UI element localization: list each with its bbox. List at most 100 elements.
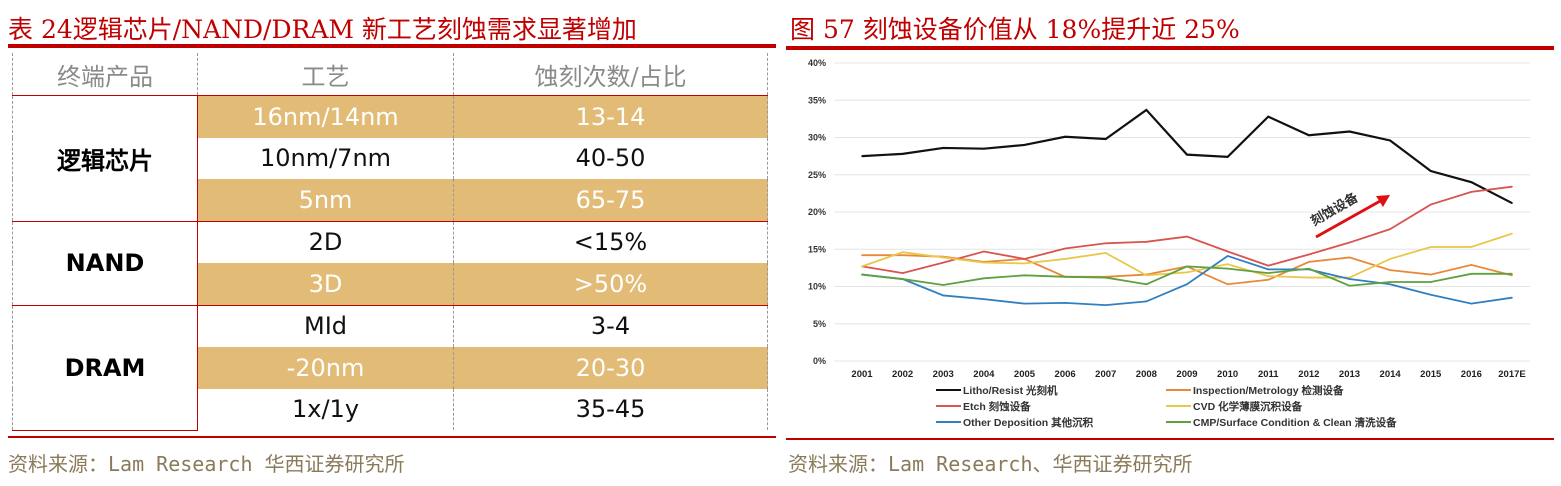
data-point: [942, 284, 945, 286]
data-point: [1186, 235, 1188, 238]
y-tick-label: 25%: [808, 170, 826, 180]
data-point: [1186, 283, 1188, 286]
data-point: [1023, 302, 1026, 305]
table-row: 1x/1y 35-45: [13, 388, 768, 430]
series-line: [861, 265, 1512, 287]
etch-count-cell: 20-30: [453, 347, 768, 389]
table-row: 逻辑芯片 16nm/14nm 13-14: [12, 95, 768, 222]
process-cell: 2D: [197, 220, 454, 263]
data-point: [1308, 276, 1310, 279]
data-point: [1145, 283, 1148, 286]
data-point: [1389, 269, 1391, 271]
etch-table: 终端产品 工艺 蚀刻次数/占比 逻辑芯片 16nm/14nm 13-14 10nm/7nm 4…: [12, 53, 768, 431]
product-cell: 逻辑芯片: [12, 95, 198, 222]
data-point: [1145, 109, 1148, 111]
data-point: [861, 265, 863, 268]
arrow-head-icon: [1376, 195, 1390, 207]
data-point: [1470, 302, 1473, 305]
data-point: [1511, 274, 1513, 277]
data-point: [942, 261, 945, 264]
table-row: NAND 2D <15%: [12, 220, 768, 306]
data-point: [983, 277, 985, 280]
data-point: [983, 147, 985, 150]
data-point: [901, 254, 904, 257]
y-tick-label: 10%: [808, 282, 826, 292]
data-point: [1226, 267, 1229, 270]
y-tick-label: 40%: [808, 58, 826, 68]
process-cell: 3D: [197, 263, 454, 305]
data-point: [1429, 203, 1432, 206]
x-tick-label: 2013: [1339, 369, 1360, 380]
data-point: [1023, 258, 1026, 260]
x-tick-label: 2015: [1420, 369, 1442, 380]
data-point: [1470, 264, 1473, 266]
process-cell: 1x/1y: [197, 388, 454, 430]
data-point: [1429, 246, 1432, 248]
header-row: 终端产品 工艺 蚀刻次数/占比: [12, 53, 768, 96]
table-row: 10nm/7nm 40-50: [13, 137, 768, 179]
chart-top-rule: [786, 46, 1554, 50]
y-tick-label: 30%: [808, 133, 826, 143]
data-point: [1145, 274, 1148, 277]
legend-label: Litho/Resist 光刻机: [963, 384, 1058, 397]
x-tick-label: 2003: [933, 369, 954, 380]
x-tick-label: 2001: [851, 369, 873, 380]
data-point: [1348, 284, 1351, 287]
data-point: [1267, 115, 1270, 118]
data-point: [1064, 302, 1066, 304]
data-point: [1145, 300, 1148, 303]
x-tick-label: 2007: [1095, 369, 1116, 380]
table-row: 3D >50%: [13, 263, 768, 305]
y-tick-label: 5%: [813, 319, 826, 329]
etch-count-cell: >50%: [453, 263, 768, 305]
trend-arrow: [1315, 198, 1383, 239]
etch-count-cell: 35-45: [453, 388, 768, 430]
x-tick-label: 2005: [1014, 369, 1036, 380]
data-point: [1511, 185, 1513, 188]
data-point: [1064, 258, 1066, 260]
data-point: [942, 147, 945, 149]
x-tick-label: 2006: [1055, 369, 1076, 380]
legend-label: Inspection/Metrology 检测设备: [1193, 384, 1344, 397]
data-point: [861, 155, 863, 157]
data-point: [1389, 258, 1391, 260]
table-title: 表 24逻辑芯片/NAND/DRAM 新工艺刻蚀需求显著增加: [8, 15, 637, 44]
etch-count-cell: <15%: [453, 220, 768, 263]
data-point: [1186, 153, 1188, 156]
data-point: [901, 153, 904, 155]
legend-label: CMP/Surface Condition & Clean 清洗设备: [1193, 416, 1397, 429]
x-tick-label: 2008: [1136, 369, 1157, 380]
x-tick-label: 2014: [1380, 369, 1402, 380]
product-cell: NAND: [12, 221, 198, 306]
data-point: [942, 256, 945, 259]
data-point: [1511, 296, 1513, 299]
process-cell: 16nm/14nm: [197, 95, 454, 138]
data-point: [1226, 255, 1229, 257]
etch-count-cell: 13-14: [453, 95, 768, 138]
x-tick-label: 2011: [1258, 369, 1279, 380]
table-bottom-rule: [8, 436, 776, 438]
data-point: [901, 251, 904, 254]
data-point: [1267, 264, 1270, 267]
x-tick-label: 2009: [1176, 369, 1197, 380]
data-point: [1470, 191, 1473, 193]
x-tick-label: 2012: [1298, 369, 1319, 380]
data-point: [1429, 273, 1432, 276]
table-source: 资料来源：Lam Research 华西证券研究所: [8, 452, 405, 476]
data-point: [1348, 256, 1351, 259]
etch-annotation: 刻蚀设备: [1308, 189, 1361, 228]
x-tick-label: 2004: [973, 369, 995, 380]
data-point: [1226, 156, 1229, 158]
data-point: [1308, 261, 1310, 263]
data-point: [1104, 138, 1107, 140]
data-point: [1511, 273, 1513, 275]
data-point: [861, 254, 863, 257]
data-point: [1104, 276, 1107, 279]
data-point: [1429, 281, 1432, 283]
data-point: [1429, 170, 1432, 172]
table-row: -20nm 20-30: [13, 347, 768, 389]
data-point: [1226, 250, 1229, 253]
data-point: [1064, 247, 1066, 250]
data-point: [1511, 232, 1513, 235]
data-point: [1226, 263, 1229, 265]
